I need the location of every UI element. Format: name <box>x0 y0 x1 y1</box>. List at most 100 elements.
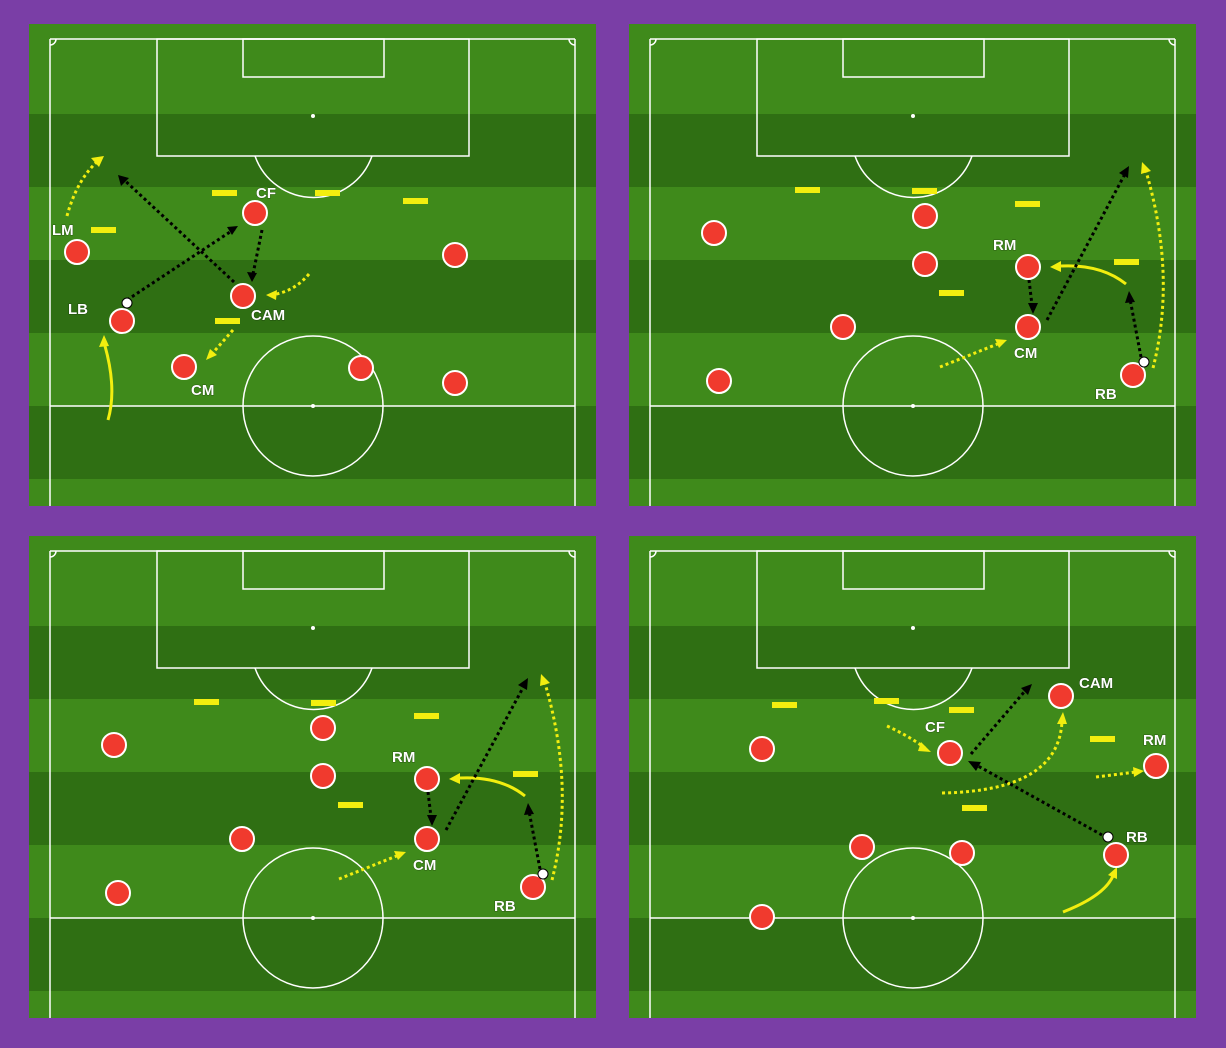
opponent-marker <box>939 290 964 296</box>
opponent-markers <box>91 190 428 324</box>
player-labels: RM CM RB <box>993 237 1118 404</box>
player <box>442 370 468 396</box>
pitch-diagram: RM CM RB <box>629 24 1196 506</box>
label-cm: CM <box>191 382 214 399</box>
opponent-marker <box>1090 736 1115 742</box>
player <box>442 242 468 268</box>
label-rb: RB <box>1095 386 1117 403</box>
player-rm <box>414 766 440 792</box>
opponent-marker <box>1114 259 1139 265</box>
opponent-marker <box>949 707 974 713</box>
pitch-lines <box>649 550 1176 1018</box>
player <box>348 355 374 381</box>
run-arrow <box>969 690 1027 755</box>
ball <box>121 297 133 309</box>
opponent-marker <box>212 190 237 196</box>
player <box>849 834 875 860</box>
opponent-marker <box>513 771 538 777</box>
tactic-panel-1: LM CF LB CAM CM <box>29 24 596 506</box>
opponent-marker <box>315 190 340 196</box>
player-cam <box>230 283 256 309</box>
player <box>105 880 131 906</box>
movement-arrow <box>941 720 1064 795</box>
opponent-marker <box>912 188 937 194</box>
pitch-stripes <box>29 24 596 506</box>
player-labels: LM CF LB CAM CM <box>52 185 286 400</box>
pass-arrow <box>426 791 433 818</box>
pass-arrow <box>1027 279 1034 306</box>
centre-circle <box>242 335 384 477</box>
pass-arrow <box>527 810 542 870</box>
label-lm: LM <box>52 222 74 239</box>
player-rm <box>1143 753 1169 779</box>
player <box>912 251 938 277</box>
movement-arrows <box>65 156 311 421</box>
pitch-diagram: CAM CF RM RB <box>629 536 1196 1018</box>
player-cf <box>937 740 963 766</box>
movement-arrow <box>542 679 564 881</box>
opponent-marker <box>311 700 336 706</box>
movement-arrows <box>338 674 564 881</box>
opponent-marker <box>338 802 363 808</box>
team-players <box>701 203 1146 394</box>
team-players <box>101 715 546 906</box>
player-labels: CAM CF RM RB <box>925 675 1167 847</box>
tactic-panel-3: RM CM RB <box>29 536 596 1018</box>
player <box>912 203 938 229</box>
team-players <box>749 683 1169 930</box>
run-arrow <box>119 175 236 284</box>
player-cm <box>1015 314 1041 340</box>
player <box>749 736 775 762</box>
opponent-marker <box>414 713 439 719</box>
label-rm: RM <box>392 749 415 766</box>
opponent-marker <box>874 698 899 704</box>
penalty-arc <box>254 155 373 199</box>
label-cm: CM <box>413 857 436 874</box>
ball <box>537 868 549 880</box>
ball <box>1102 831 1114 843</box>
player-rb <box>1103 842 1129 868</box>
team-players <box>64 200 468 396</box>
opponent-marker <box>91 227 116 233</box>
six-yard-box <box>242 38 385 78</box>
dribble-arrow <box>103 345 114 421</box>
pass-arrow <box>250 229 264 280</box>
penalty-spot <box>311 114 315 118</box>
player-rm <box>1015 254 1041 280</box>
movement-arrow <box>338 853 400 881</box>
label-cf: CF <box>925 719 945 736</box>
player-rb <box>520 874 546 900</box>
opponent-marker <box>962 805 987 811</box>
pitch-stripes <box>629 536 1196 1018</box>
label-rb: RB <box>494 898 516 915</box>
tactic-panel-4: CAM CF RM RB <box>629 536 1196 1018</box>
label-cam: CAM <box>1079 675 1113 692</box>
label-lb: LB <box>68 301 88 318</box>
label-rb: RB <box>1126 829 1148 846</box>
player-cf <box>242 200 268 226</box>
opponent-marker <box>403 198 428 204</box>
player <box>101 732 127 758</box>
pitch-lines <box>649 38 1176 506</box>
label-rm: RM <box>993 237 1016 254</box>
label-cm: CM <box>1014 345 1037 362</box>
ball <box>1138 356 1150 368</box>
centre-spot <box>311 404 315 408</box>
opponent-marker <box>215 318 240 324</box>
movement-arrows <box>886 684 1144 914</box>
player <box>830 314 856 340</box>
player-labels: RM CM RB <box>392 749 517 916</box>
pass-arrow <box>1128 298 1143 358</box>
movement-arrow <box>1143 167 1165 369</box>
label-rm: RM <box>1143 732 1166 749</box>
dribble-arrow <box>1062 875 1115 914</box>
opponent-marker <box>194 699 219 705</box>
player-cm <box>414 826 440 852</box>
player <box>701 220 727 246</box>
player <box>310 715 336 741</box>
player-lb <box>109 308 135 334</box>
pitch-diagram: RM CM RB <box>29 536 596 1018</box>
dribble-arrow <box>459 776 526 798</box>
opponent-marker <box>1015 201 1040 207</box>
opponent-markers <box>795 187 1139 296</box>
